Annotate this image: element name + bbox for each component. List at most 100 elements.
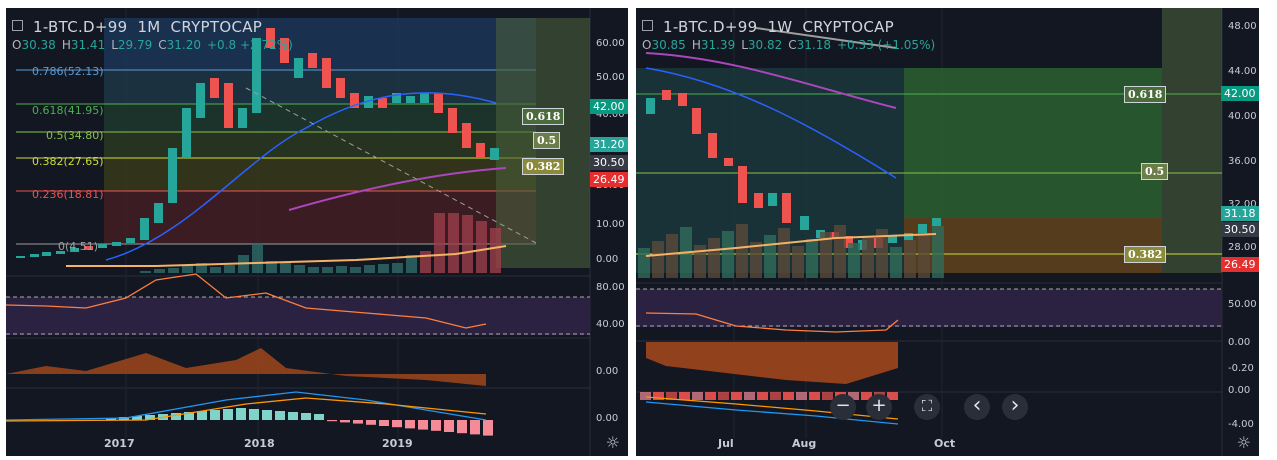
histogram-bar <box>809 392 820 400</box>
histogram-bar <box>171 413 181 420</box>
volume-bar <box>462 215 473 273</box>
histogram-bar <box>770 392 781 400</box>
volume-bar <box>140 271 151 273</box>
scroll-left-button[interactable]: ‹ <box>964 394 990 420</box>
volume-bar <box>652 241 664 278</box>
candle <box>904 233 913 240</box>
volume-bar <box>448 213 459 273</box>
volume-bar <box>890 247 902 278</box>
volume-bar <box>406 255 417 273</box>
candle <box>420 93 429 103</box>
signal-line <box>6 397 487 422</box>
histogram-bar <box>640 392 651 400</box>
chart-panel-monthly[interactable]: 1-BTC.D+99 1M CRYPTOCAP O30.38 H31.41 L29.79… <box>6 8 628 456</box>
chart-panel-weekly[interactable]: 1-BTC.D+99 1W CRYPTOCAP O30.85 H31.39 L30.82… <box>636 8 1259 456</box>
histogram-bar <box>132 416 142 420</box>
histogram-bar <box>236 408 246 420</box>
exchange: CRYPTOCAP <box>170 18 263 36</box>
price-axis-label: 50.00 <box>596 72 625 83</box>
volume-bar <box>476 221 487 273</box>
zoom-in-button[interactable]: + <box>866 394 892 420</box>
histogram-bar <box>666 392 677 400</box>
settings-gear-icon[interactable]: ☼ <box>1236 433 1251 452</box>
moving-average-blue <box>645 67 897 179</box>
projection-box <box>1162 8 1222 273</box>
volume-bar <box>876 229 888 278</box>
volume-bar <box>638 248 650 278</box>
histogram-bar <box>197 411 207 420</box>
candle <box>112 242 121 246</box>
candle <box>888 236 897 243</box>
scroll-right-button[interactable]: › <box>1002 394 1028 420</box>
candle <box>406 96 415 103</box>
collapse-icon[interactable] <box>12 20 23 31</box>
price-axis-label: 0.00 <box>596 254 619 265</box>
histogram-bar <box>796 392 807 400</box>
candle <box>364 96 373 108</box>
symbol-name[interactable]: 1-BTC.D+99 <box>33 18 128 36</box>
histogram-bar <box>705 392 716 400</box>
macd-line <box>645 401 899 425</box>
rsi-band <box>6 297 590 335</box>
volume-bar <box>308 267 319 273</box>
volume-bar <box>918 233 930 278</box>
histogram-bar <box>418 420 428 430</box>
histogram-axis-label: 0.00 <box>596 413 619 424</box>
price-tag-ma: 30.50 <box>590 155 628 170</box>
price-axis-label: 48.00 <box>1228 21 1257 32</box>
histogram-bar <box>692 392 703 400</box>
symbol-name[interactable]: 1-BTC.D+99 <box>663 18 758 36</box>
time-axis-label: 2018 <box>244 437 275 450</box>
candle <box>308 53 317 68</box>
candle <box>56 251 65 254</box>
histogram-bar <box>210 410 220 420</box>
histogram-bar <box>353 420 363 424</box>
candle <box>98 244 107 248</box>
weekly-chart-canvas[interactable] <box>636 8 1259 456</box>
fib-box-0382: 0.382 <box>1124 246 1167 263</box>
histogram-bar <box>275 411 285 420</box>
fullscreen-button[interactable]: ⛶ <box>914 394 940 420</box>
fib-level-0618: 0.618(41.95) <box>32 104 104 117</box>
volume-bar <box>350 267 361 273</box>
interval[interactable]: 1W <box>767 18 793 36</box>
price-axis-label: 60.00 <box>596 38 625 49</box>
zoom-out-button[interactable]: − <box>830 394 856 420</box>
trendline <box>245 87 537 244</box>
volume-bar <box>210 267 221 273</box>
volume-bar <box>378 264 389 273</box>
histogram-bar <box>223 409 233 420</box>
candle <box>266 28 275 48</box>
volume-bar <box>736 224 748 278</box>
histogram-bar <box>457 420 467 434</box>
candle <box>932 218 941 226</box>
histogram-bar <box>366 420 376 425</box>
histogram-bar <box>327 420 337 422</box>
candle <box>154 203 163 223</box>
histogram-bar <box>887 392 898 400</box>
time-axis-label: Jul <box>718 437 734 450</box>
candle <box>738 166 747 203</box>
interval[interactable]: 1M <box>137 18 161 36</box>
volume-bar <box>904 240 916 278</box>
collapse-icon[interactable] <box>642 20 653 31</box>
volume-bar <box>862 236 874 278</box>
settings-gear-icon[interactable]: ☼ <box>605 433 620 452</box>
histogram-bar <box>679 392 690 400</box>
price-axis-label: 28.00 <box>1228 242 1257 253</box>
candle <box>646 98 655 114</box>
candle <box>252 38 261 113</box>
candle <box>434 93 443 113</box>
fib-zone <box>104 70 536 104</box>
trendline <box>755 27 897 49</box>
price-axis-label: 32.00 <box>1228 199 1257 210</box>
candle <box>708 133 717 158</box>
price-axis-label: 10.00 <box>596 219 625 230</box>
histogram-bar <box>470 420 480 435</box>
volume-bar <box>294 265 305 273</box>
volume-bar <box>168 268 179 273</box>
moving-average-orange <box>645 233 937 257</box>
monthly-chart-canvas[interactable] <box>6 8 628 456</box>
ohlc-values: O30.38 H31.41 L29.79 C31.20 +0.8 +2.72%) <box>12 38 293 52</box>
candle <box>168 148 177 203</box>
